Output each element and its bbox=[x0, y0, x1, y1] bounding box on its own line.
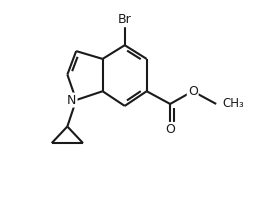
Text: Br: Br bbox=[118, 13, 132, 26]
Text: O: O bbox=[188, 85, 198, 98]
Text: O: O bbox=[165, 123, 175, 136]
Text: N: N bbox=[67, 94, 77, 106]
Text: CH₃: CH₃ bbox=[222, 98, 244, 110]
